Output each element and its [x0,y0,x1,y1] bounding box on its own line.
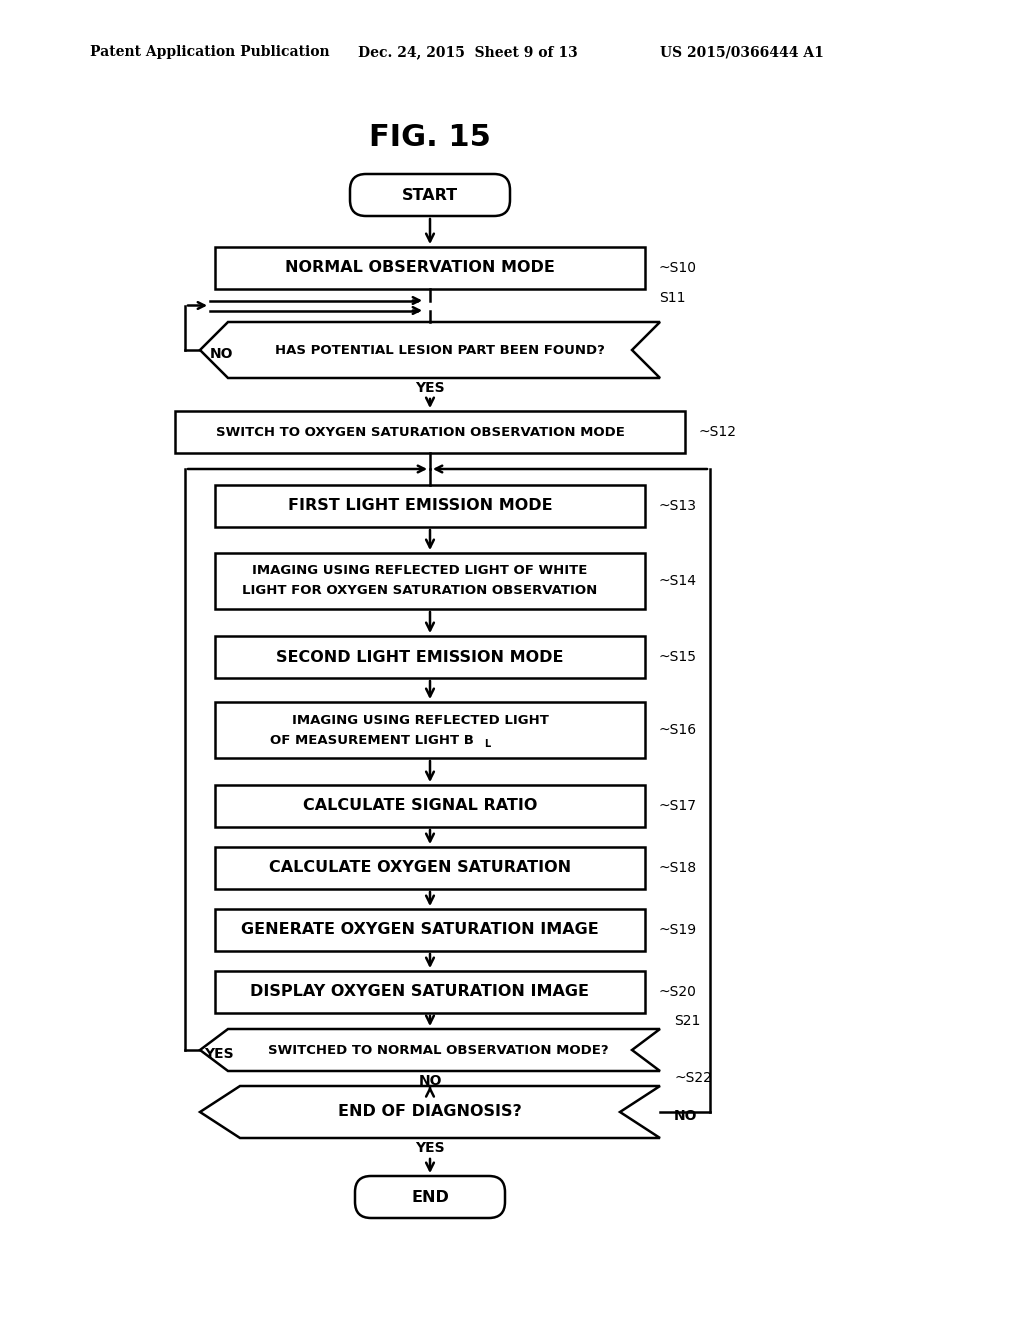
Text: HAS POTENTIAL LESION PART BEEN FOUND?: HAS POTENTIAL LESION PART BEEN FOUND? [275,343,605,356]
Text: Dec. 24, 2015  Sheet 9 of 13: Dec. 24, 2015 Sheet 9 of 13 [358,45,578,59]
Bar [215,847,645,888]
Text: YES: YES [204,1047,233,1061]
Text: START: START [402,187,458,202]
Text: ~S14: ~S14 [659,574,697,587]
Text: LIGHT FOR OXYGEN SATURATION OBSERVATION: LIGHT FOR OXYGEN SATURATION OBSERVATION [243,585,598,598]
Bar [175,411,685,453]
Text: NO: NO [418,1074,441,1088]
Bar [215,785,645,828]
Text: GENERATE OXYGEN SATURATION IMAGE: GENERATE OXYGEN SATURATION IMAGE [241,923,599,937]
Text: ~S10: ~S10 [659,261,697,275]
Bar [215,553,645,609]
Text: DISPLAY OXYGEN SATURATION IMAGE: DISPLAY OXYGEN SATURATION IMAGE [251,985,590,999]
Text: S11: S11 [659,290,685,305]
Bar [215,636,645,678]
Text: FIRST LIGHT EMISSION MODE: FIRST LIGHT EMISSION MODE [288,499,552,513]
FancyBboxPatch shape [350,174,510,216]
Bar [215,909,645,950]
Text: OF MEASUREMENT LIGHT B: OF MEASUREMENT LIGHT B [270,734,474,747]
Text: SWITCHED TO NORMAL OBSERVATION MODE?: SWITCHED TO NORMAL OBSERVATION MODE? [267,1044,608,1056]
Bar [215,972,645,1012]
Text: END: END [411,1189,449,1204]
Text: US 2015/0366444 A1: US 2015/0366444 A1 [660,45,824,59]
Text: IMAGING USING REFLECTED LIGHT OF WHITE: IMAGING USING REFLECTED LIGHT OF WHITE [252,565,588,578]
Text: ~S18: ~S18 [659,861,697,875]
Text: YES: YES [415,1140,444,1155]
Text: ~S13: ~S13 [659,499,697,513]
Text: IMAGING USING REFLECTED LIGHT: IMAGING USING REFLECTED LIGHT [292,714,549,726]
Text: FIG. 15: FIG. 15 [369,124,490,153]
Text: NORMAL OBSERVATION MODE: NORMAL OBSERVATION MODE [285,260,555,276]
Text: S21: S21 [674,1014,700,1028]
Polygon shape [200,1086,660,1138]
Polygon shape [200,1030,660,1071]
Text: ~S17: ~S17 [659,799,697,813]
Text: SECOND LIGHT EMISSION MODE: SECOND LIGHT EMISSION MODE [276,649,564,664]
Text: L: L [484,739,490,748]
Text: ~S16: ~S16 [659,723,697,737]
Bar [215,247,645,289]
Text: NO: NO [210,347,233,360]
FancyBboxPatch shape [355,1176,505,1218]
Text: SWITCH TO OXYGEN SATURATION OBSERVATION MODE: SWITCH TO OXYGEN SATURATION OBSERVATION … [216,425,625,438]
Bar [215,702,645,758]
Text: CALCULATE SIGNAL RATIO: CALCULATE SIGNAL RATIO [303,799,538,813]
Text: NO: NO [674,1109,697,1123]
Bar [215,484,645,527]
Text: YES: YES [415,381,444,395]
Text: ~S22: ~S22 [674,1071,712,1085]
Text: ~S20: ~S20 [659,985,697,999]
Text: CALCULATE OXYGEN SATURATION: CALCULATE OXYGEN SATURATION [269,861,571,875]
Text: ~S15: ~S15 [659,649,697,664]
Text: END OF DIAGNOSIS?: END OF DIAGNOSIS? [338,1105,522,1119]
Polygon shape [200,322,660,378]
Text: ~S19: ~S19 [659,923,697,937]
Text: Patent Application Publication: Patent Application Publication [90,45,330,59]
Text: ~S12: ~S12 [699,425,737,440]
